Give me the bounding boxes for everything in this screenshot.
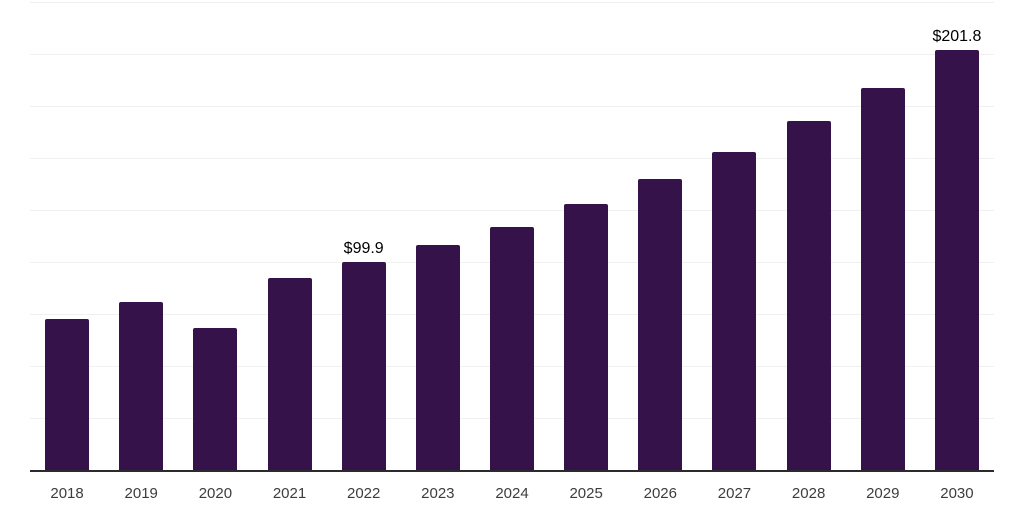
gridline bbox=[30, 209, 994, 211]
bar-2028 bbox=[786, 121, 831, 470]
bar-2023 bbox=[415, 244, 460, 470]
x-tick-2024: 2024 bbox=[495, 485, 529, 502]
gridline bbox=[30, 105, 994, 107]
bar-2027 bbox=[712, 152, 757, 470]
x-tick-2023: 2023 bbox=[421, 485, 455, 502]
gridline bbox=[30, 1, 994, 3]
x-tick-2026: 2026 bbox=[643, 485, 677, 502]
gridline bbox=[30, 53, 994, 55]
bar-2024 bbox=[490, 227, 534, 470]
bar-2025 bbox=[564, 203, 609, 470]
bar-2021 bbox=[267, 277, 312, 470]
x-axis-line bbox=[30, 470, 994, 472]
bar-2029 bbox=[860, 87, 905, 470]
gridline bbox=[30, 157, 994, 159]
value-label-2030: $201.8 bbox=[932, 28, 982, 46]
x-tick-2030: 2030 bbox=[940, 485, 974, 502]
x-tick-2027: 2027 bbox=[717, 485, 752, 502]
x-tick-2025: 2025 bbox=[569, 485, 603, 502]
x-tick-2018: 2018 bbox=[50, 485, 84, 502]
x-tick-2022: 2022 bbox=[347, 485, 381, 502]
x-tick-2019: 2019 bbox=[124, 485, 158, 502]
x-tick-2020: 2020 bbox=[198, 485, 233, 502]
value-label-2022: $99.9 bbox=[343, 240, 384, 258]
bar-2026 bbox=[638, 178, 683, 470]
bar-2030 bbox=[934, 50, 979, 470]
x-tick-2029: 2029 bbox=[866, 485, 900, 502]
bar-2019 bbox=[119, 301, 164, 470]
bar-2022 bbox=[341, 262, 386, 470]
x-tick-2021: 2021 bbox=[272, 485, 307, 502]
bar-2018 bbox=[45, 318, 90, 470]
x-tick-2028: 2028 bbox=[791, 485, 826, 502]
bar-2020 bbox=[193, 327, 238, 470]
